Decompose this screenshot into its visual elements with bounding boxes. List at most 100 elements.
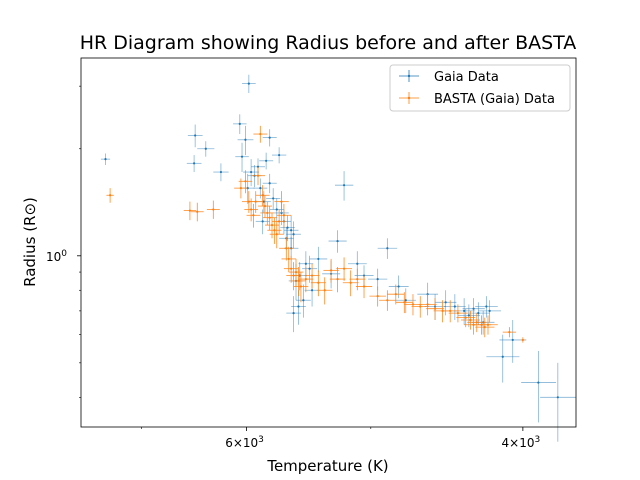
- data-marker: [356, 277, 359, 281]
- data-point: [387, 284, 405, 305]
- data-point: [276, 203, 292, 228]
- data-marker: [250, 170, 253, 174]
- data-marker: [275, 233, 278, 236]
- data-point: [486, 334, 520, 383]
- data-marker: [310, 289, 314, 292]
- data-point: [395, 292, 413, 314]
- data-marker: [486, 323, 490, 326]
- data-point: [304, 263, 320, 289]
- data-marker: [292, 312, 295, 315]
- legend-box: [389, 64, 571, 112]
- data-marker: [259, 132, 262, 136]
- data-point: [317, 277, 333, 305]
- data-point: [186, 155, 202, 173]
- data-marker: [252, 214, 255, 217]
- data-point: [475, 317, 495, 338]
- data-point: [291, 267, 306, 297]
- data-point: [302, 255, 318, 283]
- data-marker: [196, 210, 199, 213]
- legend-label-gaia: Gaia Data: [434, 70, 499, 85]
- data-point: [262, 129, 277, 147]
- data-marker: [444, 301, 447, 304]
- data-marker: [275, 208, 278, 211]
- data-marker: [273, 229, 276, 232]
- data-marker: [403, 301, 406, 304]
- data-point: [540, 362, 576, 442]
- data-point: [411, 296, 430, 318]
- series-basta: [106, 125, 525, 343]
- data-marker: [287, 257, 290, 261]
- data-marker: [297, 305, 300, 308]
- x-axis-label: Temperature (K): [266, 457, 388, 475]
- data-point: [418, 294, 437, 316]
- data-marker: [272, 197, 275, 200]
- data-marker: [219, 170, 223, 174]
- data-point: [502, 327, 517, 338]
- data-point: [475, 296, 498, 318]
- data-point: [266, 188, 281, 210]
- data-point: [281, 246, 297, 273]
- data-marker: [404, 299, 407, 302]
- data-marker: [244, 180, 247, 183]
- data-point: [448, 304, 468, 323]
- data-point: [190, 202, 204, 222]
- data-marker: [238, 122, 241, 125]
- x-tick-label: 6×103: [225, 435, 264, 450]
- legend-entry-basta: BASTA (Gaia) Data: [399, 92, 555, 107]
- data-marker: [290, 229, 293, 232]
- data-point: [426, 298, 445, 320]
- data-marker: [240, 155, 244, 158]
- data-marker: [419, 305, 422, 308]
- data-marker: [256, 174, 260, 177]
- data-marker: [449, 309, 452, 312]
- data-marker: [212, 208, 215, 211]
- data-point: [336, 257, 352, 281]
- data-marker: [268, 182, 271, 185]
- data-marker: [329, 269, 333, 272]
- data-marker: [239, 187, 243, 190]
- data-marker: [308, 267, 311, 270]
- data-marker: [317, 281, 320, 284]
- data-point: [444, 294, 466, 320]
- data-marker: [263, 204, 267, 208]
- data-point: [187, 124, 203, 148]
- data-marker: [376, 295, 379, 298]
- data-marker: [483, 326, 486, 329]
- data-marker: [317, 257, 320, 261]
- data-point: [329, 267, 346, 293]
- chart-title: HR Diagram showing Radius before and aft…: [80, 32, 577, 54]
- data-marker: [278, 153, 281, 157]
- data-point: [280, 215, 295, 242]
- data-marker: [342, 267, 346, 270]
- data-point: [242, 74, 256, 93]
- data-marker: [266, 211, 269, 215]
- data-marker: [336, 239, 339, 243]
- data-point: [253, 125, 268, 143]
- data-point: [248, 191, 263, 213]
- legend: Gaia Data BASTA (Gaia) Data: [389, 64, 571, 112]
- data-marker: [397, 285, 400, 288]
- data-point: [272, 147, 287, 164]
- data-point: [197, 141, 215, 157]
- data-marker: [386, 247, 389, 250]
- data-marker: [188, 209, 192, 212]
- data-marker: [280, 200, 283, 203]
- data-point: [379, 290, 396, 311]
- data-point: [369, 286, 386, 307]
- axes-frame: [80, 57, 577, 428]
- data-marker: [521, 338, 524, 342]
- data-marker: [511, 338, 514, 342]
- data-marker: [485, 305, 488, 308]
- data-marker: [268, 216, 271, 219]
- data-point: [100, 153, 111, 166]
- data-marker: [262, 200, 265, 203]
- data-point: [206, 200, 220, 219]
- data-marker: [194, 134, 197, 137]
- data-marker: [456, 312, 460, 315]
- data-point: [457, 304, 480, 328]
- legend-marker-gaia-dot: [407, 74, 411, 78]
- data-point: [467, 313, 487, 333]
- data-point: [478, 300, 502, 323]
- data-marker: [508, 331, 511, 334]
- data-marker: [261, 220, 264, 223]
